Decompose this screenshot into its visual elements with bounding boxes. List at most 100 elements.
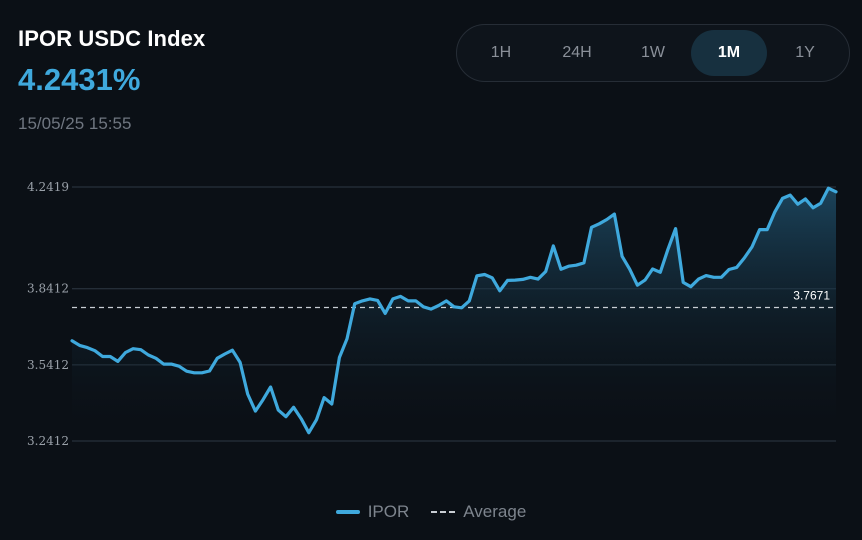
data-point bbox=[94, 350, 96, 352]
data-point bbox=[743, 257, 745, 259]
index-title: IPOR USDC Index bbox=[18, 26, 206, 51]
data-point bbox=[804, 198, 806, 200]
data-point bbox=[247, 393, 249, 395]
data-point bbox=[384, 312, 386, 314]
data-point bbox=[185, 370, 187, 372]
data-point bbox=[835, 191, 837, 193]
legend-item-average[interactable]: Average bbox=[431, 502, 526, 522]
data-point bbox=[567, 265, 569, 267]
data-point bbox=[277, 409, 279, 411]
data-point bbox=[651, 268, 653, 270]
data-point bbox=[476, 275, 478, 277]
data-point bbox=[231, 349, 233, 351]
legend-label-ipor: IPOR bbox=[367, 502, 410, 521]
data-point bbox=[101, 355, 103, 357]
y-tick-label: 3.2412 bbox=[27, 434, 69, 448]
data-point bbox=[797, 203, 799, 205]
data-point bbox=[598, 223, 600, 225]
data-point bbox=[415, 300, 417, 302]
data-point bbox=[583, 262, 585, 264]
tab-1h[interactable]: 1H bbox=[490, 44, 512, 61]
data-point bbox=[300, 418, 302, 420]
data-point bbox=[575, 264, 577, 266]
data-point bbox=[453, 306, 455, 308]
data-point bbox=[514, 279, 516, 281]
data-point bbox=[399, 295, 401, 297]
data-point bbox=[178, 365, 180, 367]
legend-item-ipor[interactable]: IPOR bbox=[335, 502, 410, 522]
legend-swatch-average bbox=[431, 511, 456, 513]
data-point bbox=[483, 273, 485, 275]
data-point bbox=[201, 372, 203, 374]
data-point bbox=[552, 245, 554, 247]
data-point bbox=[438, 304, 440, 306]
data-point bbox=[163, 363, 165, 365]
data-point bbox=[736, 266, 738, 268]
data-point bbox=[346, 338, 348, 340]
data-point bbox=[78, 344, 80, 346]
tab-1w[interactable]: 1W bbox=[641, 44, 665, 61]
data-point bbox=[460, 307, 462, 309]
data-point bbox=[682, 281, 684, 283]
data-point bbox=[292, 406, 294, 408]
data-point bbox=[254, 410, 256, 412]
data-point bbox=[155, 357, 157, 359]
data-point bbox=[392, 298, 394, 300]
legend-label-average: Average bbox=[463, 502, 527, 521]
tab-1y[interactable]: 1Y bbox=[795, 44, 815, 61]
data-point bbox=[491, 277, 493, 279]
data-point bbox=[522, 278, 524, 280]
data-point bbox=[506, 279, 508, 281]
data-point bbox=[109, 355, 111, 357]
data-point bbox=[430, 308, 432, 310]
data-point bbox=[71, 340, 73, 342]
data-point bbox=[812, 207, 814, 209]
data-point bbox=[308, 432, 310, 434]
data-point bbox=[629, 268, 631, 270]
data-point bbox=[529, 276, 531, 278]
data-point bbox=[728, 268, 730, 270]
data-point bbox=[636, 284, 638, 286]
tab-1m[interactable]: 1M bbox=[691, 30, 767, 76]
timestamp: 15/05/25 15:55 bbox=[18, 114, 132, 133]
data-point bbox=[376, 299, 378, 301]
data-point bbox=[285, 416, 287, 418]
data-point bbox=[354, 303, 356, 305]
data-point bbox=[613, 213, 615, 215]
data-point bbox=[361, 300, 363, 302]
data-point bbox=[499, 290, 501, 292]
data-point bbox=[315, 419, 317, 421]
chart-legend: IPOR Average bbox=[0, 502, 862, 522]
data-point bbox=[422, 306, 424, 308]
data-point bbox=[697, 278, 699, 280]
y-tick-label: 3.5412 bbox=[27, 358, 69, 372]
data-point bbox=[590, 226, 592, 228]
data-point bbox=[789, 194, 791, 196]
data-point bbox=[781, 197, 783, 199]
data-point bbox=[124, 351, 126, 353]
y-tick-label: 4.2419 bbox=[27, 180, 69, 194]
data-point bbox=[170, 363, 172, 365]
data-point bbox=[659, 271, 661, 273]
data-point bbox=[323, 396, 325, 398]
data-point bbox=[606, 218, 608, 220]
data-point bbox=[621, 255, 623, 257]
data-point bbox=[674, 227, 676, 229]
data-point bbox=[147, 354, 149, 356]
legend-swatch-ipor bbox=[335, 510, 360, 514]
data-point bbox=[140, 349, 142, 351]
series-line-ipor bbox=[70, 186, 838, 435]
data-point bbox=[117, 360, 119, 362]
data-point bbox=[766, 228, 768, 230]
y-tick-label: 3.8412 bbox=[27, 282, 69, 296]
data-point bbox=[331, 403, 333, 405]
data-point bbox=[827, 187, 829, 189]
data-point bbox=[820, 202, 822, 204]
data-point bbox=[239, 361, 241, 363]
data-point bbox=[774, 211, 776, 213]
data-point bbox=[216, 357, 218, 359]
tab-24h[interactable]: 24H bbox=[562, 44, 592, 61]
data-point bbox=[758, 228, 760, 230]
data-point bbox=[193, 372, 195, 374]
